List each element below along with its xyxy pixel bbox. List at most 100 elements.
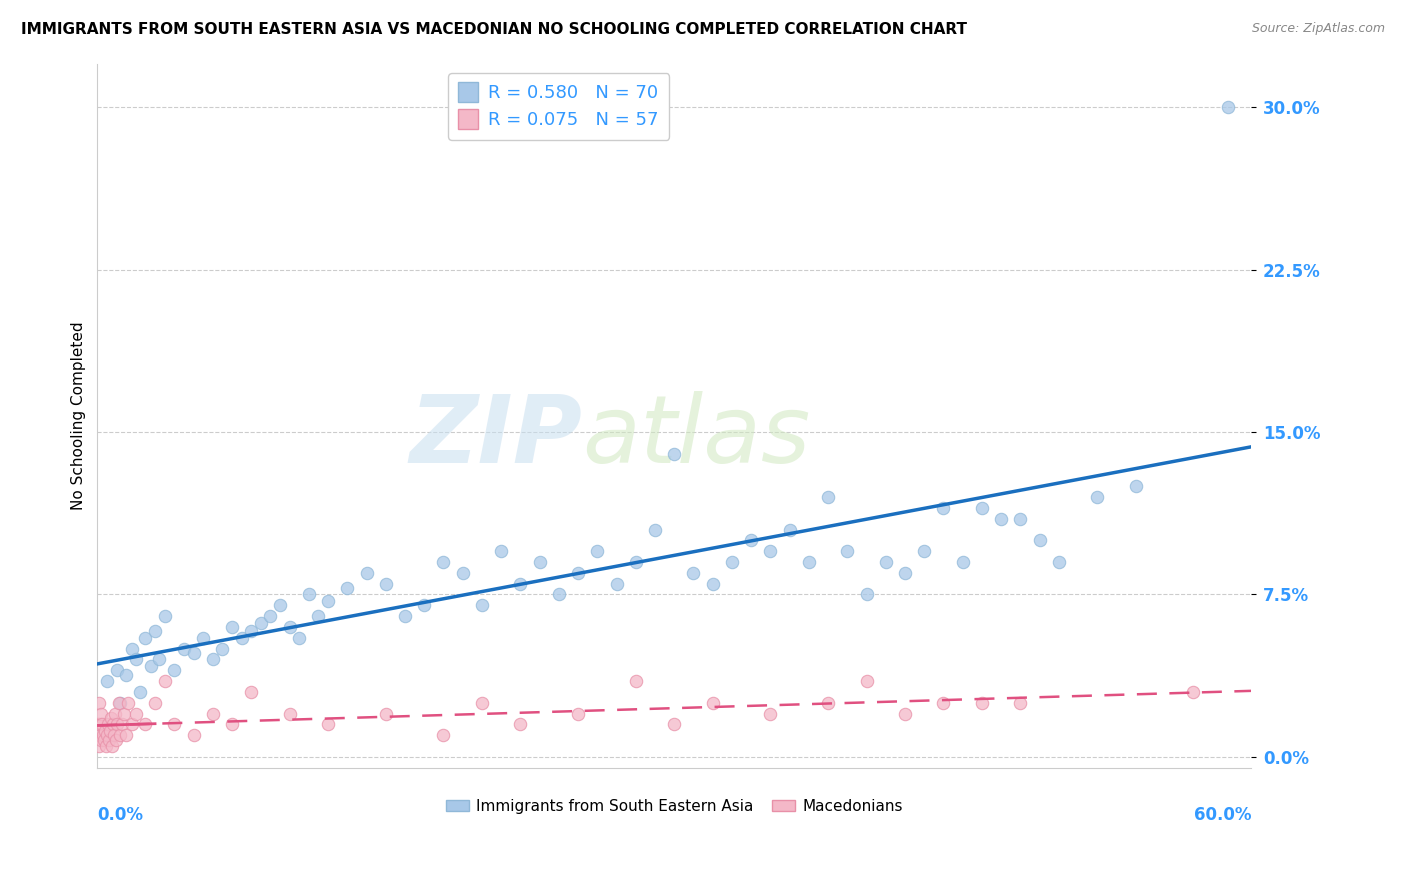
Point [141, 659, 163, 673]
Point [374, 576, 396, 591]
Point [336, 581, 359, 595]
Point [211, 641, 233, 656]
Point [110, 696, 132, 710]
Point [249, 615, 271, 630]
Point [117, 696, 139, 710]
Point [121, 717, 143, 731]
Point [759, 544, 782, 558]
Point [143, 696, 166, 710]
Point [148, 652, 170, 666]
Point [112, 706, 135, 721]
Point [586, 544, 609, 558]
Point [644, 523, 666, 537]
Point [93, 732, 115, 747]
Point [624, 555, 647, 569]
Point [855, 674, 877, 689]
Point [96, 674, 118, 689]
Text: IMMIGRANTS FROM SOUTH EASTERN ASIA VS MACEDONIAN NO SCHOOLING COMPLETED CORRELAT: IMMIGRANTS FROM SOUTH EASTERN ASIA VS MA… [21, 22, 967, 37]
Point [143, 624, 166, 639]
Point [356, 566, 378, 580]
Point [96, 728, 118, 742]
Point [932, 696, 955, 710]
Point [97, 717, 120, 731]
Point [567, 566, 589, 580]
Point [105, 717, 128, 731]
Legend: Immigrants from South Eastern Asia, Macedonians: Immigrants from South Eastern Asia, Mace… [440, 793, 910, 820]
Point [107, 696, 129, 710]
Point [316, 717, 339, 731]
Point [240, 624, 263, 639]
Point [153, 609, 176, 624]
Point [894, 566, 917, 580]
Point [952, 555, 974, 569]
Point [547, 587, 569, 601]
Point [163, 663, 186, 677]
Point [90, 706, 112, 721]
Point [98, 723, 121, 738]
Point [970, 500, 993, 515]
Point [606, 576, 628, 591]
Point [221, 620, 243, 634]
Point [298, 587, 321, 601]
Point [173, 641, 195, 656]
Point [759, 706, 782, 721]
Point [1182, 685, 1205, 699]
Point [94, 723, 117, 738]
Text: 0.0%: 0.0% [97, 806, 143, 824]
Point [221, 717, 243, 731]
Point [567, 706, 589, 721]
Point [104, 706, 127, 721]
Point [89, 696, 111, 710]
Point [153, 674, 176, 689]
Point [278, 620, 301, 634]
Point [682, 566, 704, 580]
Point [191, 631, 214, 645]
Point [201, 706, 224, 721]
Point [163, 717, 186, 731]
Point [87, 717, 110, 731]
Point [509, 717, 531, 731]
Point [125, 652, 148, 666]
Point [1010, 512, 1032, 526]
Point [509, 576, 531, 591]
Point [1047, 555, 1070, 569]
Text: Source: ZipAtlas.com: Source: ZipAtlas.com [1251, 22, 1385, 36]
Text: 60.0%: 60.0% [1194, 806, 1251, 824]
Point [316, 594, 339, 608]
Point [91, 717, 114, 731]
Point [269, 599, 291, 613]
Point [183, 728, 205, 742]
Point [932, 500, 955, 515]
Point [121, 641, 143, 656]
Point [797, 555, 820, 569]
Point [91, 728, 114, 742]
Point [740, 533, 762, 548]
Point [664, 447, 686, 461]
Point [111, 717, 134, 731]
Point [529, 555, 551, 569]
Point [100, 711, 122, 725]
Point [489, 544, 512, 558]
Point [97, 732, 120, 747]
Point [432, 555, 454, 569]
Point [471, 599, 494, 613]
Point [471, 696, 494, 710]
Point [134, 631, 156, 645]
Point [1085, 490, 1108, 504]
Point [90, 732, 112, 747]
Point [125, 706, 148, 721]
Point [394, 609, 416, 624]
Point [100, 739, 122, 753]
Text: ZIP: ZIP [409, 391, 582, 483]
Point [664, 717, 686, 731]
Point [240, 685, 263, 699]
Point [201, 652, 224, 666]
Point [104, 732, 127, 747]
Point [970, 696, 993, 710]
Point [912, 544, 935, 558]
Point [183, 646, 205, 660]
Point [128, 685, 150, 699]
Point [89, 717, 111, 731]
Point [115, 728, 138, 742]
Point [702, 696, 724, 710]
